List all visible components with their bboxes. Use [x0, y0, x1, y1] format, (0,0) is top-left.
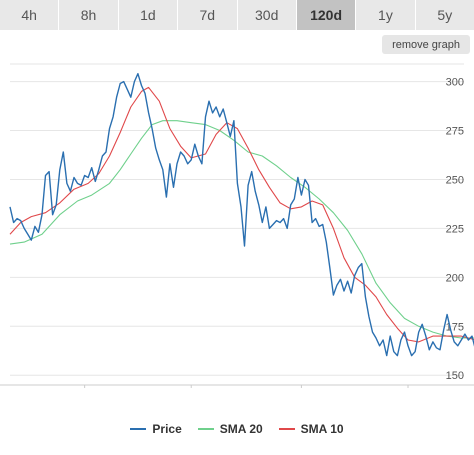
legend-label-price: Price	[152, 422, 182, 436]
tab-1y[interactable]: 1y	[356, 0, 416, 30]
remove-graph-button[interactable]: remove graph	[382, 35, 470, 54]
series-line-price	[9, 73, 474, 357]
y-tick-label: 250	[446, 174, 464, 186]
tab-4h[interactable]: 4h	[0, 0, 60, 30]
y-tick-label: 150	[446, 370, 464, 382]
price-chart: 150175200225250275300Sep '25Oct '25Nov '…	[0, 63, 474, 388]
legend-item-sma-10[interactable]: SMA 10	[278, 422, 344, 436]
y-tick-label: 225	[446, 223, 464, 235]
y-tick-label: 275	[446, 126, 464, 138]
legend-label-sma-20: SMA 20	[219, 422, 263, 436]
legend-label-sma-10: SMA 10	[300, 422, 344, 436]
tab-7d[interactable]: 7d	[178, 0, 238, 30]
chart-legend: Price SMA 20 SMA 10	[0, 416, 474, 442]
legend-item-sma-20[interactable]: SMA 20	[197, 422, 263, 436]
y-tick-label: 200	[446, 272, 464, 284]
legend-item-price[interactable]: Price	[130, 422, 182, 436]
tab-1d[interactable]: 1d	[118, 0, 179, 30]
legend-swatch-price	[130, 428, 147, 430]
tab-5y[interactable]: 5y	[415, 0, 474, 30]
series-line-sma-20	[9, 120, 474, 339]
y-tick-label: 300	[446, 77, 464, 89]
legend-swatch-sma-10	[278, 428, 295, 430]
timeframe-tabs: 4h 8h 1d 7d 30d 120d 1y 5y	[0, 0, 474, 30]
tab-120d[interactable]: 120d	[296, 0, 357, 30]
legend-swatch-sma-20	[197, 428, 214, 430]
tab-30d[interactable]: 30d	[237, 0, 297, 30]
tab-8h[interactable]: 8h	[59, 0, 119, 30]
